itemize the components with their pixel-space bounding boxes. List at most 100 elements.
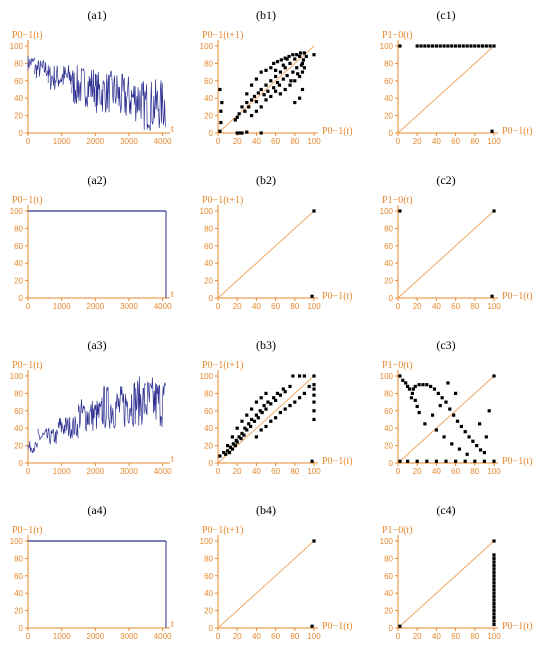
x-tick-label: 60 — [271, 467, 280, 476]
data-point — [454, 44, 458, 48]
x-tick-label: 100 — [487, 302, 501, 311]
x-tick-label: 60 — [271, 302, 280, 311]
x-tick-label: 1000 — [53, 467, 71, 476]
series-segment — [78, 399, 103, 432]
data-point — [227, 450, 232, 455]
series-segment — [47, 65, 72, 90]
data-point — [266, 89, 270, 93]
x-axis-label: P0−1(t) — [322, 291, 353, 302]
y-tick-label: 40 — [384, 589, 393, 598]
series-segment — [125, 376, 146, 427]
data-point — [269, 79, 273, 83]
x-tick-label: 80 — [290, 467, 299, 476]
panel-title: (a3) — [87, 338, 106, 352]
series-segment — [118, 73, 143, 122]
data-point — [302, 66, 306, 70]
data-point — [234, 438, 238, 442]
data-point — [289, 79, 293, 83]
y-tick-label: 100 — [10, 207, 24, 216]
y-tick-label: 60 — [204, 242, 213, 251]
y-tick-label: 0 — [389, 459, 394, 468]
data-point — [237, 131, 241, 135]
y-tick-label: 0 — [209, 624, 214, 633]
y-axis-label: P0−1(t) — [12, 525, 43, 536]
x-tick-label: 20 — [413, 632, 422, 641]
data-point — [278, 393, 282, 397]
data-point — [233, 444, 237, 448]
data-point — [274, 74, 278, 79]
data-point — [310, 459, 314, 463]
data-point — [226, 449, 230, 453]
data-point — [492, 209, 496, 213]
x-tick-label: 40 — [432, 302, 441, 311]
data-point — [492, 560, 496, 564]
y-tick-label: 60 — [384, 407, 393, 416]
data-point — [484, 435, 488, 439]
x-tick-label: 40 — [252, 632, 261, 641]
data-point — [245, 413, 249, 417]
panel-c2: (c2) P1−0(t) P0−1(t) 0 20 40 60 80 100 0 20 40 60 80 1… — [380, 173, 533, 311]
data-point — [264, 83, 268, 87]
data-point — [410, 391, 414, 395]
panel-a4: (a4) P0−1(t) t 0 1000 2000 3000 4000 0 20 40 60 80 10… — [10, 503, 174, 641]
data-point — [492, 609, 496, 613]
data-point — [235, 115, 239, 119]
data-point — [293, 100, 297, 105]
data-point — [235, 131, 239, 135]
data-point — [222, 450, 226, 455]
data-point — [434, 44, 438, 48]
data-point — [492, 605, 496, 609]
x-tick-label: 4000 — [154, 467, 172, 476]
data-point — [446, 44, 450, 48]
data-point — [484, 44, 488, 48]
diagonal-line — [397, 375, 495, 464]
data-point — [450, 44, 454, 48]
data-point — [417, 383, 421, 387]
data-point — [298, 51, 303, 55]
data-point — [398, 374, 402, 378]
y-axis-label: P1−0(t) — [382, 195, 413, 206]
data-point — [312, 53, 316, 57]
data-point — [465, 44, 469, 48]
data-point — [473, 459, 477, 463]
y-tick-label: 80 — [204, 59, 213, 68]
data-point — [245, 130, 249, 134]
x-tick-label: 1000 — [53, 302, 71, 311]
data-point — [492, 622, 496, 627]
data-point — [278, 70, 282, 74]
data-point — [259, 131, 263, 135]
x-tick-label: 80 — [470, 467, 479, 476]
y-tick-label: 0 — [19, 624, 24, 633]
series-line — [27, 55, 167, 131]
x-tick-label: 20 — [233, 302, 242, 311]
y-tick-label: 100 — [380, 42, 394, 51]
data-point — [312, 409, 316, 413]
data-point — [419, 44, 423, 48]
data-point — [487, 409, 491, 413]
data-point — [475, 444, 479, 448]
data-point — [492, 612, 496, 616]
y-tick-label: 40 — [14, 589, 23, 598]
data-point — [482, 450, 486, 455]
data-point — [482, 459, 486, 463]
y-axis-label: P0−1(t) — [12, 195, 43, 206]
y-tick-label: 60 — [204, 572, 213, 581]
x-tick-label: 40 — [252, 467, 261, 476]
x-tick-label: 100 — [307, 467, 321, 476]
y-tick-label: 0 — [389, 294, 394, 303]
data-point — [427, 44, 431, 48]
y-tick-label: 20 — [14, 442, 23, 451]
data-point — [299, 63, 304, 67]
y-tick-label: 40 — [384, 94, 393, 103]
data-point — [254, 100, 258, 104]
x-tick-label: 1000 — [53, 137, 71, 146]
y-tick-label: 100 — [200, 207, 214, 216]
data-point — [218, 454, 222, 458]
data-point — [252, 419, 257, 423]
data-point — [298, 396, 302, 400]
data-point — [492, 588, 496, 592]
x-tick-label: 40 — [252, 137, 261, 146]
data-point — [302, 391, 306, 395]
series-segment — [71, 65, 96, 107]
y-axis-label: P0−1(t) — [12, 30, 43, 41]
